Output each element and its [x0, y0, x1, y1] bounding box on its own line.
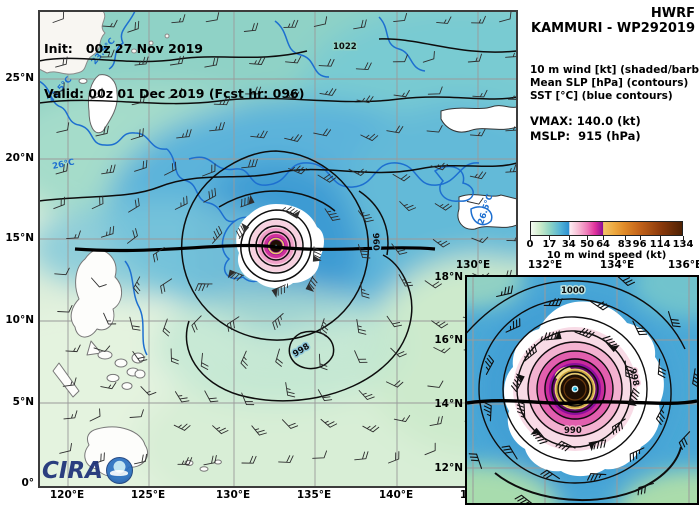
svg-text:26°C: 26°C	[52, 158, 76, 172]
intensity-readout: VMAX: 140.0 (kt) MSLP: 915 (hPa)	[530, 114, 641, 144]
slp-contours	[38, 38, 518, 402]
ytick-5n: 5°N	[12, 396, 34, 408]
ytick-10n: 10°N	[5, 314, 34, 326]
ytick-25n: 25°N	[5, 72, 34, 84]
colorbar-tick-value: 50	[580, 239, 595, 250]
inset-ytick-12n: 12°N	[434, 462, 463, 474]
xtick-140e: 140°E	[378, 489, 414, 501]
init-line: Init: 00z 27 Nov 2019	[44, 41, 203, 56]
inset-xtick-136e: 136°E	[667, 259, 699, 271]
field-line-slp: Mean SLP [hPa] (contours)	[530, 77, 689, 89]
colorbar-tickmark	[624, 236, 626, 240]
cira-logo-text: CIRA	[42, 457, 103, 484]
xtick-130e: 130°E	[215, 489, 251, 501]
colorbar-tickmark	[549, 236, 551, 240]
colorbar-tick-value: 64	[596, 239, 611, 250]
plot-title: HWRF KAMMURI - WP292019	[520, 6, 695, 36]
cira-logo: CIRA	[42, 457, 133, 484]
svg-text:990: 990	[564, 426, 582, 436]
inset-storm-shading	[504, 301, 664, 477]
xtick-135e: 135°E	[296, 489, 332, 501]
inset-xtick-130e: 130°E	[455, 259, 491, 271]
field-line-sst: SST [°C] (blue contours)	[530, 90, 673, 102]
inset-slp-contours	[462, 280, 686, 502]
main-map: 23.5°C 23.5°C 26°C 26.5°C 1022 960 998	[0, 0, 639, 507]
inset-xtick-132e: 132°E	[527, 259, 563, 271]
model-name: HWRF	[650, 6, 695, 21]
inset-ytick-14n: 14°N	[434, 398, 463, 410]
inset-storm-track-line	[466, 399, 698, 406]
colorbar-tick-value: 0	[526, 239, 534, 250]
storm-id: KAMMURI - WP292019	[531, 21, 695, 36]
colorbar-tickmark	[683, 236, 684, 240]
init-valid-header: Init: 00z 27 Nov 2019 Valid: 00z 01 Dec …	[44, 11, 304, 116]
valid-line: Valid: 00z 01 Dec 2019 (Fcst hr: 096)	[44, 86, 305, 101]
field-line-wind: 10 m wind [kt] (shaded/barb)	[530, 64, 699, 76]
wind-barbs-main	[52, 10, 523, 466]
cira-globe-icon	[105, 457, 133, 484]
colorbar-tickmark	[660, 236, 662, 240]
ytick-0: 0°	[21, 477, 34, 489]
inset-ytick-16n: 16°N	[434, 334, 463, 346]
inset-map-canvas: 1000 998 990	[390, 247, 699, 507]
colorbar-label: 10 m wind speed (kt)	[546, 250, 667, 261]
colorbar-tick-value: 34	[561, 239, 576, 250]
colorbar-tickmark	[639, 236, 641, 240]
inset-xtick-134e: 134°E	[599, 259, 635, 271]
colorbar-tick-value: 17	[542, 239, 557, 250]
colorbar-tickmark	[587, 236, 589, 240]
vmax-value: VMAX: 140.0 (kt)	[530, 114, 641, 128]
mslp-value: MSLP: 915 (hPa)	[530, 129, 641, 143]
colorbar-tickmark	[530, 236, 531, 240]
colorbar-tickmark	[603, 236, 605, 240]
inset-map: 1000 998 990	[390, 247, 699, 507]
xtick-125e: 125°E	[130, 489, 166, 501]
ytick-15n: 15°N	[5, 232, 34, 244]
wind-speed-colorbar	[530, 221, 683, 236]
xtick-120e: 120°E	[49, 489, 85, 501]
colorbar-tick-value: 114	[649, 239, 671, 250]
svg-text:1000: 1000	[561, 286, 585, 296]
colorbar-tickmark	[568, 236, 570, 240]
field-legend: 10 m wind [kt] (shaded/barb) Mean SLP [h…	[530, 64, 699, 103]
map-frame	[39, 11, 517, 487]
main-map-canvas: 23.5°C 23.5°C 26°C 26.5°C 1022 960 998	[0, 0, 639, 507]
colorbar-tick-value: 134	[672, 239, 694, 250]
inset-ytick-18n: 18°N	[434, 271, 463, 283]
wind-minima-patches	[440, 105, 518, 230]
svg-text:1022: 1022	[333, 42, 357, 52]
colorbar-tick-value: 96	[632, 239, 647, 250]
svg-text:960: 960	[370, 233, 381, 251]
ytick-20n: 20°N	[5, 152, 34, 164]
wind-barbs-inset	[468, 274, 699, 506]
colorbar-tick-value: 83	[617, 239, 632, 250]
storm-track-line	[74, 243, 436, 253]
